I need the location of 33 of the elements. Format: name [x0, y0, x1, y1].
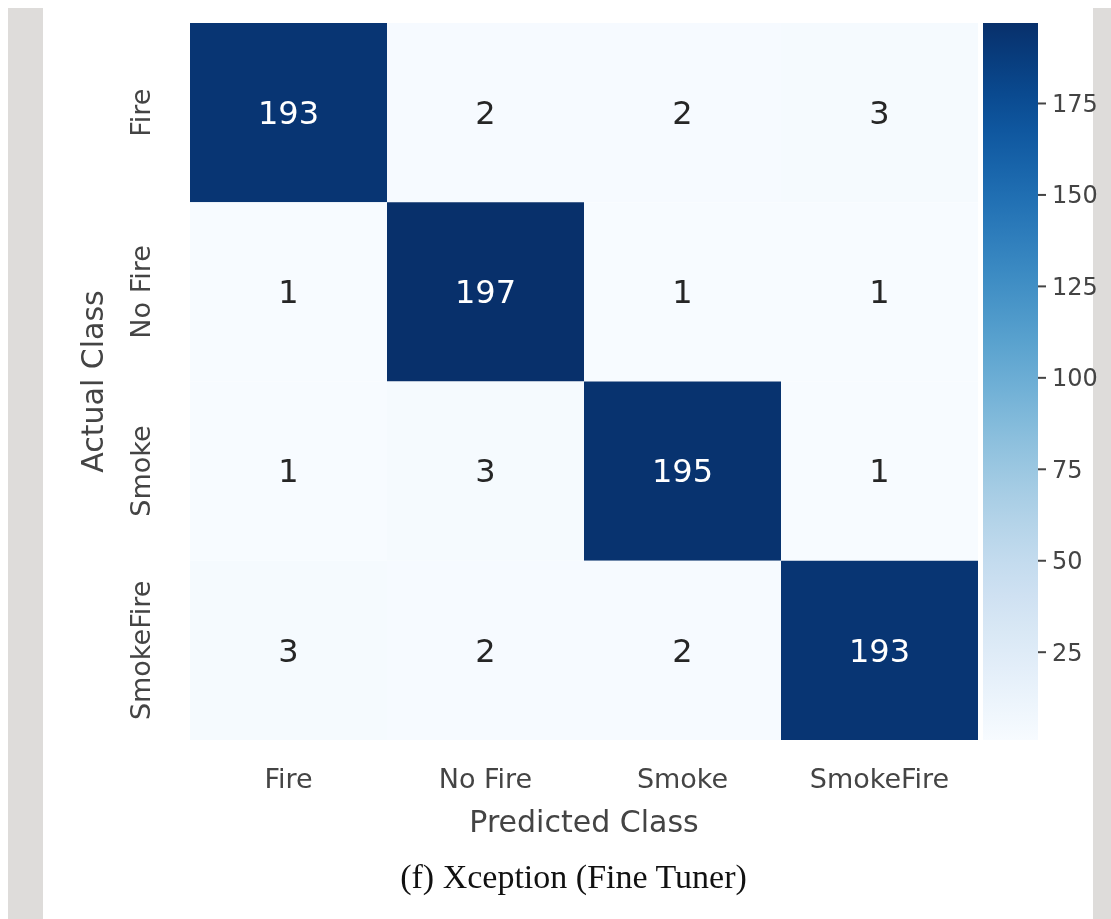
data-label: 1: [869, 273, 890, 312]
y-tick-label: Smoke: [125, 425, 156, 517]
data-label: 1: [672, 273, 693, 312]
data-label: 193: [257, 93, 320, 132]
color-bar-label: 125: [1052, 272, 1098, 301]
data-label: 1: [278, 452, 299, 491]
data-label: 197: [454, 273, 517, 312]
color-bar-label: 175: [1052, 89, 1098, 118]
color-bar-label: 75: [1052, 455, 1083, 484]
text: (f) Xception (Fine Tuner): [400, 858, 747, 896]
data-label: 2: [672, 631, 693, 670]
data-label: 2: [672, 93, 693, 132]
data-label: 2: [475, 93, 496, 132]
x-tick-label: Fire: [264, 763, 313, 794]
data-label: 195: [651, 452, 714, 491]
data-label: 1: [278, 273, 299, 312]
y-axis-title: Actual Class: [75, 290, 110, 473]
color-bar-label: 25: [1052, 638, 1083, 667]
color-bar-label: 150: [1052, 181, 1098, 210]
data-label: 3: [475, 452, 496, 491]
data-label: 2: [475, 631, 496, 670]
data-label: 1: [869, 452, 890, 491]
data-label: 3: [278, 631, 299, 670]
data-label: 3: [869, 93, 890, 132]
x-tick-label: Smoke: [636, 763, 729, 794]
x-tick-label: SmokeFire: [809, 763, 950, 794]
color-bar-label: 50: [1052, 547, 1083, 576]
data-label: 193: [848, 631, 911, 670]
x-axis-title: Predicted Class: [469, 804, 699, 839]
x-tick-label: No Fire: [438, 763, 533, 794]
y-tick-label: No Fire: [125, 245, 156, 339]
color-bar-label: 100: [1052, 364, 1098, 393]
y-tick-label: Fire: [125, 88, 156, 137]
